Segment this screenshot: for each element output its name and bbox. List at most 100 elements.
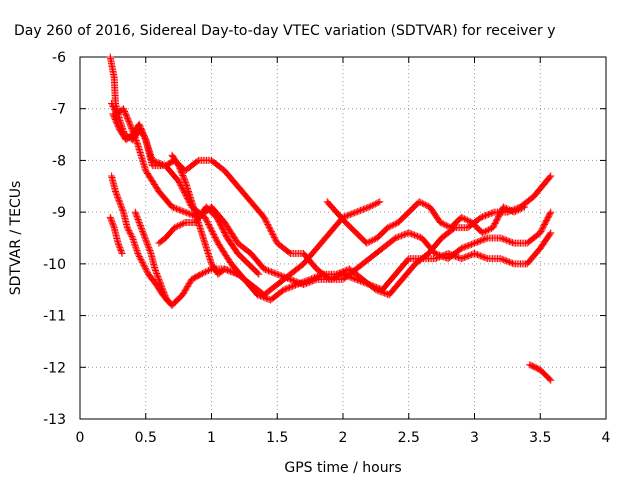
data-point [130, 239, 138, 247]
data-point [364, 238, 372, 246]
data-point [187, 210, 195, 218]
data-point [503, 257, 511, 265]
data-point [144, 241, 152, 249]
data-point [355, 207, 363, 215]
data-point [126, 230, 134, 238]
data-point [415, 233, 423, 241]
data-point [338, 268, 346, 276]
series-track-8 [155, 203, 263, 278]
data-point [269, 268, 277, 276]
data-point [260, 213, 268, 221]
data-point [131, 208, 139, 216]
data-point [367, 202, 375, 210]
data-point [417, 199, 425, 207]
data-point [132, 243, 140, 251]
data-point [411, 231, 419, 239]
data-point [343, 212, 351, 220]
data-point [363, 239, 371, 247]
data-point [483, 227, 491, 235]
data-point [510, 208, 518, 216]
data-point [226, 267, 234, 275]
data-point [463, 216, 471, 224]
data-point [281, 285, 289, 293]
data-point [482, 235, 490, 243]
data-point [106, 213, 114, 221]
data-point [180, 208, 188, 216]
x-tick-label: 1.5 [266, 430, 288, 446]
data-point [337, 268, 345, 276]
data-point [375, 287, 383, 295]
data-point [154, 272, 162, 280]
data-point [263, 266, 271, 274]
data-point [136, 221, 144, 229]
data-point [208, 226, 215, 234]
data-point [468, 240, 476, 248]
data-point [519, 204, 527, 212]
data-point [503, 236, 511, 244]
data-point [198, 269, 206, 277]
data-point [517, 204, 525, 212]
data-point [157, 281, 165, 289]
data-point [418, 199, 426, 207]
data-point [153, 271, 161, 279]
data-point [390, 221, 398, 229]
data-point [152, 268, 160, 276]
data-point [155, 275, 163, 283]
y-tick-label: -8 [52, 153, 66, 169]
data-point [129, 236, 137, 244]
data-point [205, 222, 213, 230]
data-point [405, 229, 413, 237]
data-point [415, 198, 423, 206]
data-point [388, 221, 396, 229]
data-points [106, 53, 555, 384]
data-point [159, 286, 167, 294]
data-point [157, 160, 165, 168]
data-point [435, 251, 443, 259]
data-point [114, 193, 122, 201]
data-point [479, 236, 487, 244]
data-point [305, 276, 313, 284]
data-point [206, 223, 214, 231]
data-point [267, 226, 275, 234]
axis-ticks: 0 0.5 1 1.5 2 2.5 3 3.5 4 -6 -7 -8 -9 -10 -11 -12 -13 [43, 50, 610, 446]
data-point [414, 232, 422, 240]
data-point [202, 216, 210, 224]
data-point [126, 228, 134, 236]
data-point [118, 250, 126, 258]
data-point [369, 236, 377, 244]
data-point [269, 231, 277, 239]
data-point [115, 196, 123, 204]
data-point [486, 225, 494, 233]
data-point [177, 221, 185, 229]
data-point [513, 207, 521, 215]
data-point [138, 258, 146, 266]
data-point [178, 220, 186, 228]
data-point [204, 219, 212, 227]
data-point [108, 219, 116, 227]
data-point [261, 215, 269, 223]
data-point [391, 220, 399, 228]
data-point [133, 139, 141, 147]
data-point [465, 241, 473, 249]
data-point [502, 204, 510, 212]
data-point [151, 265, 159, 273]
data-point [263, 219, 271, 227]
data-point [119, 207, 127, 215]
data-point [280, 286, 288, 294]
data-point [184, 209, 192, 217]
data-point [479, 253, 487, 261]
data-point [159, 287, 167, 295]
data-point [139, 260, 147, 268]
data-point [144, 242, 152, 250]
data-point [162, 293, 170, 301]
data-point [111, 105, 119, 113]
data-point [365, 203, 373, 211]
data-point [302, 277, 310, 285]
data-point [135, 251, 143, 259]
data-point [213, 236, 221, 244]
data-point [431, 250, 439, 258]
data-point [134, 216, 142, 224]
data-point [175, 221, 183, 229]
data-point [318, 271, 326, 279]
data-point [478, 229, 486, 237]
